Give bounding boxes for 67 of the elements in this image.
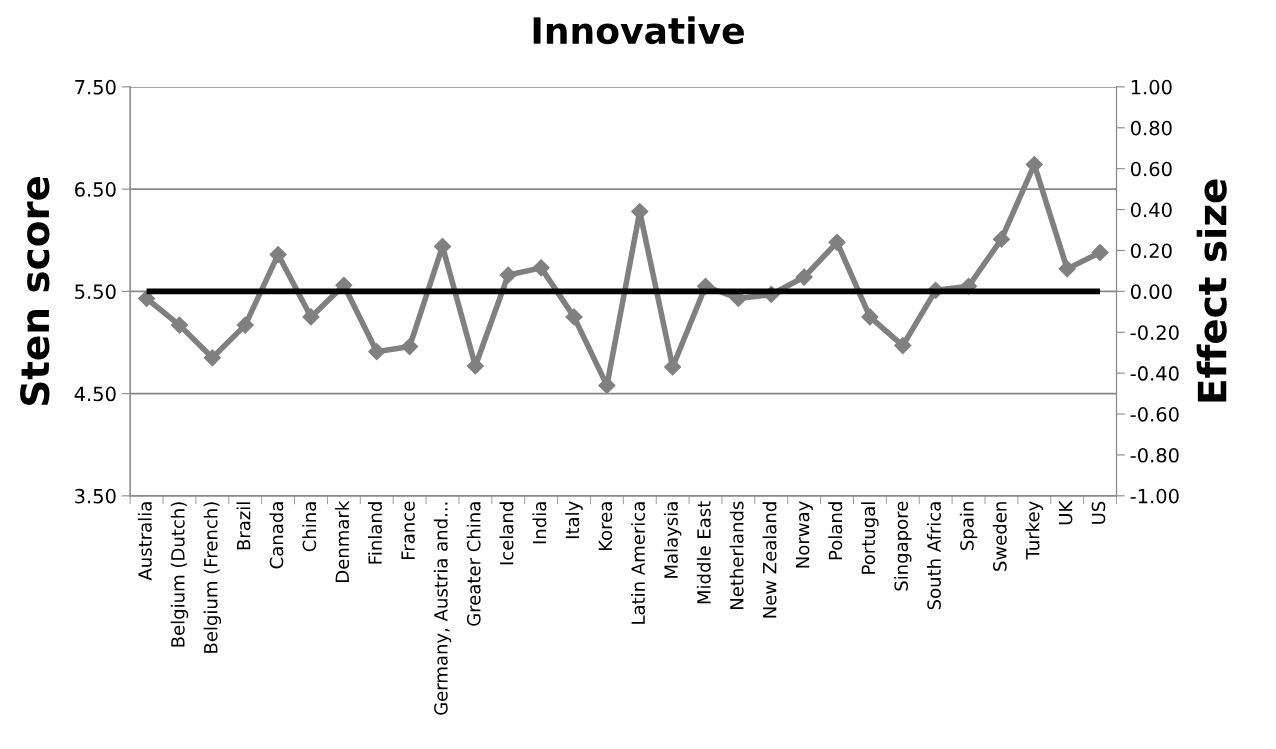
x-tick-label: US [1091,501,1106,524]
x-tick-label: Denmark [335,500,350,582]
x-tick-label: China [302,502,317,552]
x-tick-label: Poland [828,502,843,560]
point [992,230,1010,248]
x-tick-label: Belgium (Dutch) [170,502,189,647]
x-tick-label: Singapore [894,501,912,591]
x-tick-label: Greater China [466,502,481,626]
x-tick-label: New Zealand [762,502,777,618]
x-tick-label: Italy [565,501,583,539]
y2-tick-label: 0.40 [1130,202,1172,218]
y2-tick-label: 0.80 [1130,120,1172,136]
x-tick-label: Malaysia [663,502,682,578]
x-tick-label: Australia [137,502,152,581]
x-tick-label: Norway [795,501,813,568]
x-tick-label: Canada [269,502,284,569]
y2-tick-label: -1.00 [1130,488,1179,504]
y-tick-label: 6.50 [75,182,116,197]
x-tick-label: Latin America [631,502,645,624]
y-tick-label: 5.50 [75,284,116,300]
point [828,233,846,251]
point [368,343,386,361]
x-tick-label: France [401,501,415,559]
x-tick-label: Netherlands [729,501,744,609]
x-tick-label: Belgium (French) [203,502,222,653]
y2-tick-label: 1.00 [1131,79,1172,95]
point [269,246,287,264]
y2-axis-title: Effect size [1196,179,1227,402]
x-tick-label: Sweden [992,502,1007,571]
chart-title: Innovative [533,16,744,45]
y-tick-label: 3.50 [75,488,116,504]
y-tick-label: 4.50 [74,386,116,402]
point [565,308,583,326]
y2-tick-label: -0.80 [1130,447,1179,463]
x-tick-label: Spain [959,502,978,550]
point [138,289,156,308]
point [861,308,879,326]
point [795,268,813,286]
x-tick-label: India [532,502,547,544]
x-tick-label: Turkey [1025,501,1044,560]
point [1058,260,1076,278]
y2-tick-label: -0.40 [1130,366,1179,381]
x-tick-label: Portugal [861,502,879,574]
y-axis-title: Sten score [20,176,50,405]
point [401,338,419,356]
point [170,316,189,334]
point [499,266,517,284]
y-tick-label: 7.50 [75,79,116,95]
point [1091,243,1109,262]
y2-tick-label: -0.20 [1130,325,1179,340]
x-tick-label: Germany, Austria and... [433,502,452,715]
point [532,259,550,277]
point [302,308,320,326]
y2-tick-label: 0.00 [1130,284,1172,300]
point [203,349,221,367]
x-tick-label: Iceland [499,502,514,565]
x-tick-label: Korea [598,502,613,551]
y2-tick-label: 0.60 [1130,161,1172,177]
y2-tick-label: -0.60 [1130,407,1179,422]
point [894,336,912,355]
x-tick-label: Brazil [236,502,251,550]
x-tick-label: UK [1059,500,1073,525]
y2-tick-label: 0.20 [1130,243,1172,259]
x-tick-label: Finland [368,502,382,564]
x-tick-label: South Africa [926,502,941,610]
x-tick-label: Middle East [696,501,711,604]
point [236,316,254,334]
